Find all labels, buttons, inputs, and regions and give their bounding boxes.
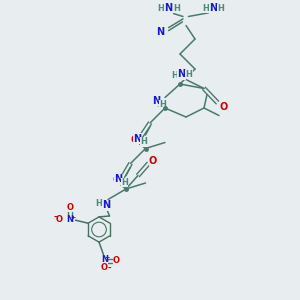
Text: H: H [171, 71, 178, 80]
Text: H: H [96, 199, 102, 208]
Text: +: + [70, 215, 75, 220]
Text: O: O [56, 215, 63, 224]
Text: O: O [219, 101, 228, 112]
Text: H: H [217, 4, 224, 13]
Text: H: H [186, 70, 192, 79]
Text: H: H [157, 4, 164, 13]
Text: O: O [67, 203, 73, 212]
Text: -: - [53, 213, 57, 222]
Text: N: N [152, 96, 161, 106]
Text: H: H [140, 137, 147, 146]
Text: N: N [101, 255, 108, 264]
Text: O: O [101, 263, 108, 272]
Text: +: + [104, 255, 110, 260]
Text: H: H [121, 178, 128, 187]
Text: N: N [133, 134, 142, 144]
Text: N: N [114, 174, 123, 184]
Text: O: O [113, 175, 121, 185]
Text: H: H [159, 100, 166, 109]
Text: N: N [164, 3, 173, 14]
Text: H: H [202, 4, 209, 13]
Text: O: O [149, 155, 157, 166]
Text: N: N [177, 69, 186, 80]
Text: O: O [131, 135, 139, 146]
Text: N: N [67, 215, 73, 224]
Text: N: N [102, 200, 111, 211]
Text: O: O [113, 256, 120, 265]
Text: H: H [174, 4, 180, 13]
Text: N: N [156, 27, 165, 38]
Text: -: - [108, 264, 111, 273]
Text: N: N [209, 3, 217, 14]
